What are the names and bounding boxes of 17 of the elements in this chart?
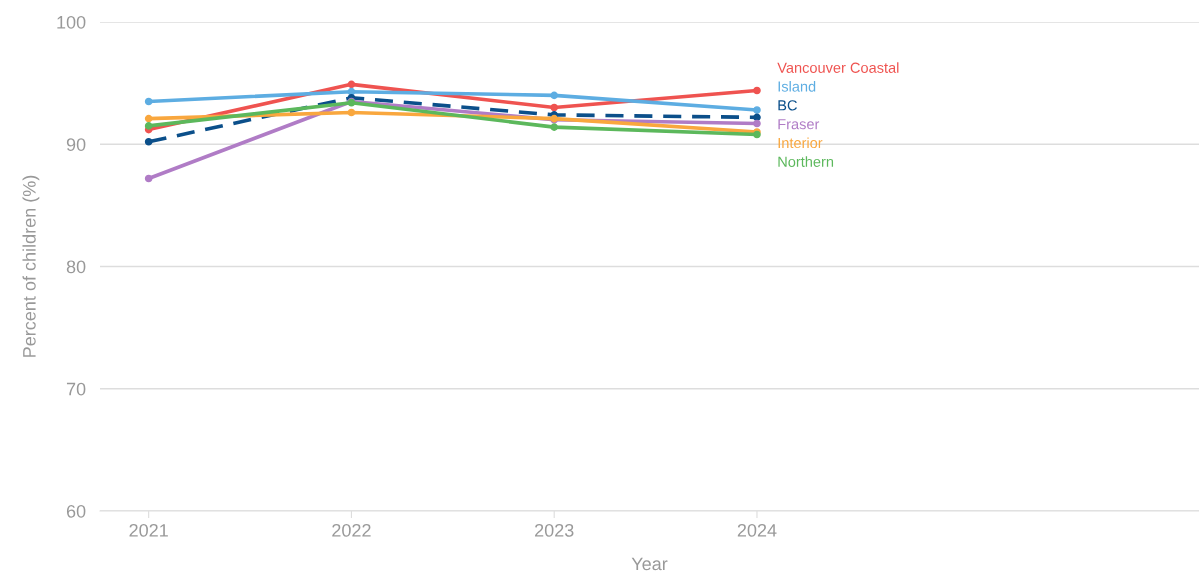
- series-label: Vancouver Coastal: [777, 62, 899, 73]
- x-tick-label: 2022: [332, 523, 371, 537]
- series-label: Island: [778, 81, 816, 92]
- x-tick-label: 2023: [535, 523, 574, 537]
- x-tick-label: 2021: [129, 523, 168, 537]
- series-label: BC: [778, 100, 797, 111]
- x-tick-label: 2024: [737, 523, 777, 537]
- x-axis-title: Year: [631, 557, 668, 571]
- y-tick-label: 100: [57, 15, 86, 29]
- y-tick-label: 60: [66, 504, 86, 518]
- y-tick-label: 90: [66, 138, 86, 151]
- series-label: Northern: [778, 156, 834, 167]
- y-axis-title: Percent of children (%): [22, 175, 40, 357]
- series-label: Fraser: [778, 119, 820, 130]
- series-label: Interior: [778, 137, 823, 149]
- y-tick-label: 70: [66, 382, 86, 396]
- y-tick-label: 80: [66, 260, 86, 274]
